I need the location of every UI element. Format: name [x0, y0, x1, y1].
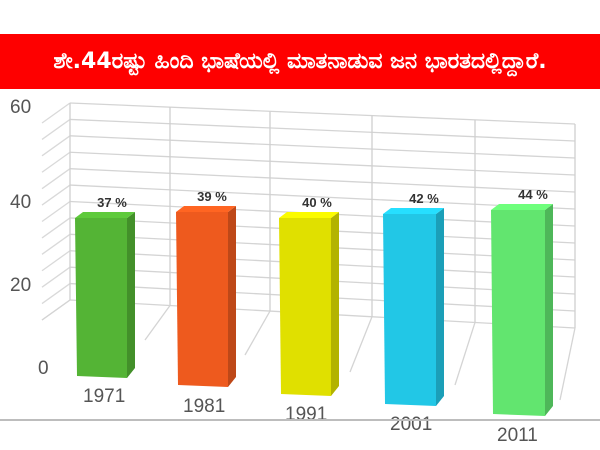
y-tick-label: 60: [10, 97, 31, 118]
x-tick-label: 1971: [83, 386, 125, 407]
x-tick-label: 1991: [285, 404, 327, 425]
data-label: 40 %: [302, 195, 332, 210]
data-label: 44 %: [518, 187, 548, 202]
x-tick-label: 1981: [183, 396, 225, 417]
chart-title: ಶೇ.44ರಷ್ಟು ಹಿಂದಿ ಭಾಷೆಯಲ್ಲಿ ಮಾತನಾಡುವ ಜನ ಭ…: [53, 49, 547, 74]
x-tick-label: 2011: [497, 425, 538, 446]
bar-1971: 37 %: [75, 195, 135, 378]
bar-1981: 39 %: [176, 189, 236, 387]
y-tick-label: 20: [10, 275, 31, 296]
y-tick-label: 0: [38, 358, 49, 379]
y-axis: 0 20 40 60: [10, 97, 49, 379]
x-axis: 1971 1981 1991 2001 2011: [0, 386, 600, 446]
bar-2001: 42 %: [383, 191, 444, 406]
data-label: 42 %: [409, 191, 439, 206]
data-label: 37 %: [97, 195, 127, 210]
bars: 37 % 39 % 40 % 42 % 44 %: [75, 187, 553, 416]
y-tick-label: 40: [10, 192, 31, 213]
title-banner: ಶೇ.44ರಷ್ಟು ಹಿಂದಿ ಭಾಷೆಯಲ್ಲಿ ಮಾತನಾಡುವ ಜನ ಭ…: [0, 34, 600, 89]
bar-2011: 44 %: [491, 187, 553, 416]
x-tick-label: 2001: [390, 414, 432, 435]
bar-1991: 40 %: [279, 195, 339, 396]
data-label: 39 %: [197, 189, 227, 204]
